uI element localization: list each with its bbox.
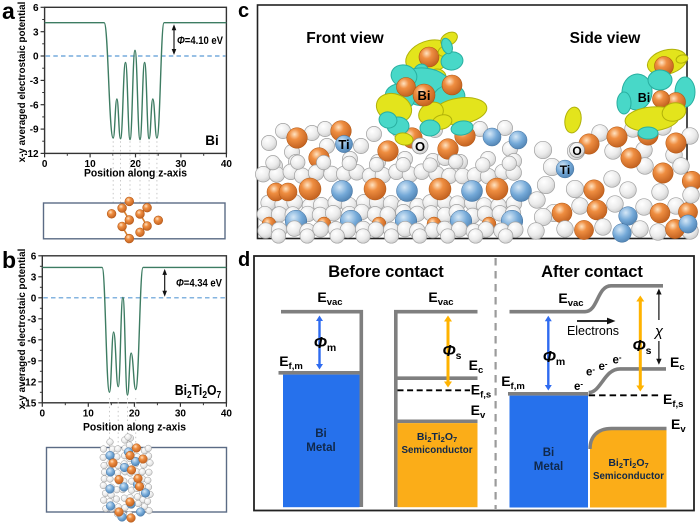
svg-text:Φs: Φs — [633, 338, 652, 357]
svg-text:0: 0 — [31, 293, 37, 304]
svg-text:30: 30 — [175, 408, 187, 419]
svg-text:Electrons: Electrons — [567, 324, 619, 338]
svg-text:Bi2Ti2O7: Bi2Ti2O7 — [175, 383, 222, 401]
svg-text:Semiconductor: Semiconductor — [402, 444, 473, 456]
svg-text:Bi2Ti2O7: Bi2Ti2O7 — [608, 457, 648, 470]
svg-text:-3: -3 — [30, 76, 39, 87]
svg-text:Bi: Bi — [638, 91, 651, 105]
svg-text:0: 0 — [33, 52, 39, 63]
svg-text:O: O — [415, 139, 425, 154]
svg-text:20: 20 — [130, 159, 142, 170]
svg-text:3: 3 — [33, 27, 39, 38]
svg-text:-9: -9 — [30, 125, 39, 136]
svg-text:-6: -6 — [27, 335, 36, 346]
svg-text:Front view: Front view — [306, 30, 384, 47]
svg-text:x-y averaged electrostaic pote: x-y averaged electrostaic potential — [17, 1, 28, 162]
svg-text:10: 10 — [83, 408, 95, 419]
svg-text:Semiconductor: Semiconductor — [593, 470, 664, 482]
svg-text:Metal: Metal — [306, 442, 335, 454]
svg-text:x-y averaged electrostaic pote: x-y averaged electrostaic potential — [17, 248, 28, 409]
svg-text:-12: -12 — [22, 377, 37, 388]
svg-text:10: 10 — [85, 159, 97, 170]
svg-text:Position along z-axis: Position along z-axis — [83, 422, 186, 434]
svg-text:b: b — [2, 247, 16, 273]
svg-text:Bi: Bi — [205, 133, 219, 148]
svg-text:20: 20 — [129, 408, 141, 419]
svg-text:Metal: Metal — [534, 461, 563, 473]
svg-text:40: 40 — [221, 408, 233, 419]
svg-text:Position along z-axis: Position along z-axis — [84, 168, 187, 180]
svg-text:Φ=4.10 eV: Φ=4.10 eV — [177, 35, 223, 47]
svg-text:a: a — [2, 0, 15, 24]
svg-text:Before contact: Before contact — [328, 263, 444, 281]
svg-text:Side view: Side view — [570, 30, 642, 47]
svg-text:χ: χ — [653, 323, 664, 340]
svg-text:40: 40 — [221, 159, 233, 170]
svg-text:c: c — [238, 0, 249, 22]
svg-text:e-: e- — [598, 360, 607, 374]
svg-text:Φs: Φs — [443, 343, 462, 362]
svg-text:Φ=4.34 eV: Φ=4.34 eV — [176, 278, 222, 290]
svg-text:-15: -15 — [22, 398, 37, 409]
svg-text:-12: -12 — [24, 149, 39, 160]
svg-text:Bi: Bi — [418, 88, 431, 103]
svg-text:6: 6 — [31, 251, 37, 262]
svg-text:d: d — [238, 249, 250, 271]
svg-text:-9: -9 — [27, 356, 36, 367]
svg-text:e-: e- — [586, 365, 595, 379]
svg-text:Bi: Bi — [315, 428, 327, 440]
svg-text:6: 6 — [33, 3, 39, 14]
svg-text:Bi2Ti2O7: Bi2Ti2O7 — [417, 431, 457, 444]
svg-text:Bi: Bi — [543, 447, 555, 459]
svg-text:e-: e- — [574, 380, 583, 394]
svg-text:After contact: After contact — [541, 263, 643, 281]
svg-text:-3: -3 — [27, 314, 36, 325]
svg-text:30: 30 — [175, 159, 187, 170]
svg-text:3: 3 — [31, 272, 37, 283]
svg-text:O: O — [572, 144, 581, 158]
svg-text:-6: -6 — [30, 100, 39, 111]
svg-text:Ti: Ti — [560, 163, 570, 177]
svg-text:e-: e- — [612, 353, 621, 367]
svg-text:Φm: Φm — [314, 335, 337, 354]
svg-text:Φm: Φm — [543, 349, 566, 368]
svg-text:0: 0 — [42, 159, 48, 170]
svg-text:0: 0 — [40, 408, 46, 419]
svg-text:Ti: Ti — [338, 137, 349, 152]
